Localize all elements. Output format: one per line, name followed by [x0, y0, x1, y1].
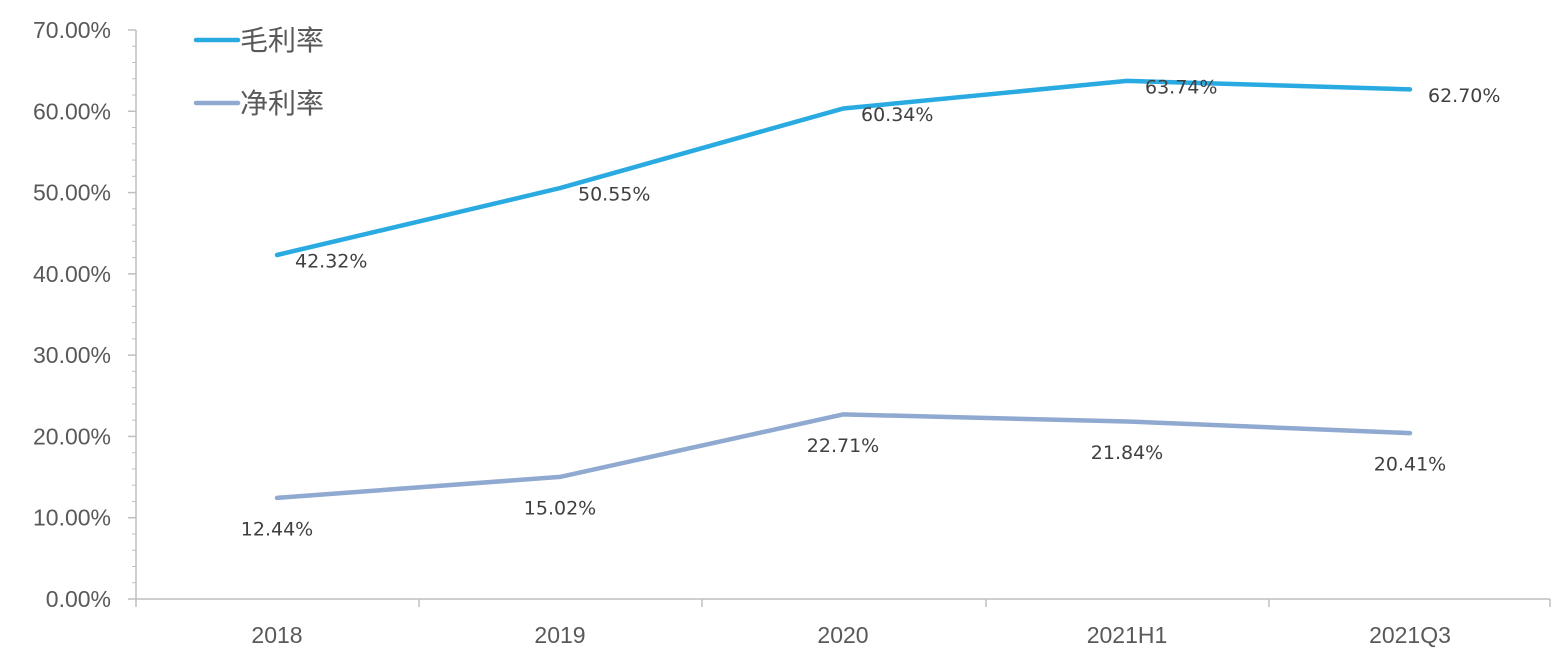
data-label: 60.34% — [861, 104, 933, 126]
y-tick-label: 10.00% — [33, 505, 111, 531]
series-layer — [274, 78, 1413, 501]
legend-label: 净利率 — [240, 87, 324, 120]
x-tick-label: 2020 — [817, 622, 868, 648]
data-label: 12.44% — [241, 518, 313, 540]
data-label: 22.71% — [807, 435, 879, 457]
x-axis-ticks: 2018 2019 2020 2021H1 2021Q3 — [135, 599, 1551, 648]
y-tick-label: 40.00% — [33, 261, 111, 287]
y-axis-ticks: 0.00% 10.00% 20.00% 30.00% 40.00% 50.00% 60.00… — [33, 17, 136, 612]
data-label: 50.55% — [578, 184, 650, 206]
x-tick-label: 2021H1 — [1087, 622, 1168, 648]
y-tick-label: 20.00% — [33, 423, 111, 449]
y-tick-label: 70.00% — [33, 17, 111, 43]
legend-label: 毛利率 — [240, 24, 324, 57]
data-label: 62.70% — [1428, 85, 1500, 107]
series-line-1 — [274, 78, 1413, 258]
data-label: 15.02% — [524, 497, 596, 519]
axes — [135, 30, 1550, 600]
y-tick-label: 60.00% — [33, 98, 111, 124]
data-labels: 42.32% 50.55% 60.34% 63.74% 62.70% 12.44% 15.0… — [241, 76, 1501, 540]
data-label: 21.84% — [1091, 442, 1163, 464]
x-tick-label: 2019 — [534, 622, 585, 648]
y-tick-label: 0.00% — [46, 586, 111, 612]
data-label: 20.41% — [1374, 454, 1446, 476]
y-tick-label: 50.00% — [33, 180, 111, 206]
x-tick-label: 2021Q3 — [1369, 622, 1451, 648]
x-tick-label: 2018 — [251, 622, 302, 648]
data-label: 63.74% — [1145, 76, 1217, 98]
series-line-2 — [274, 412, 1413, 501]
data-label: 42.32% — [295, 250, 367, 272]
y-tick-label: 30.00% — [33, 342, 111, 368]
